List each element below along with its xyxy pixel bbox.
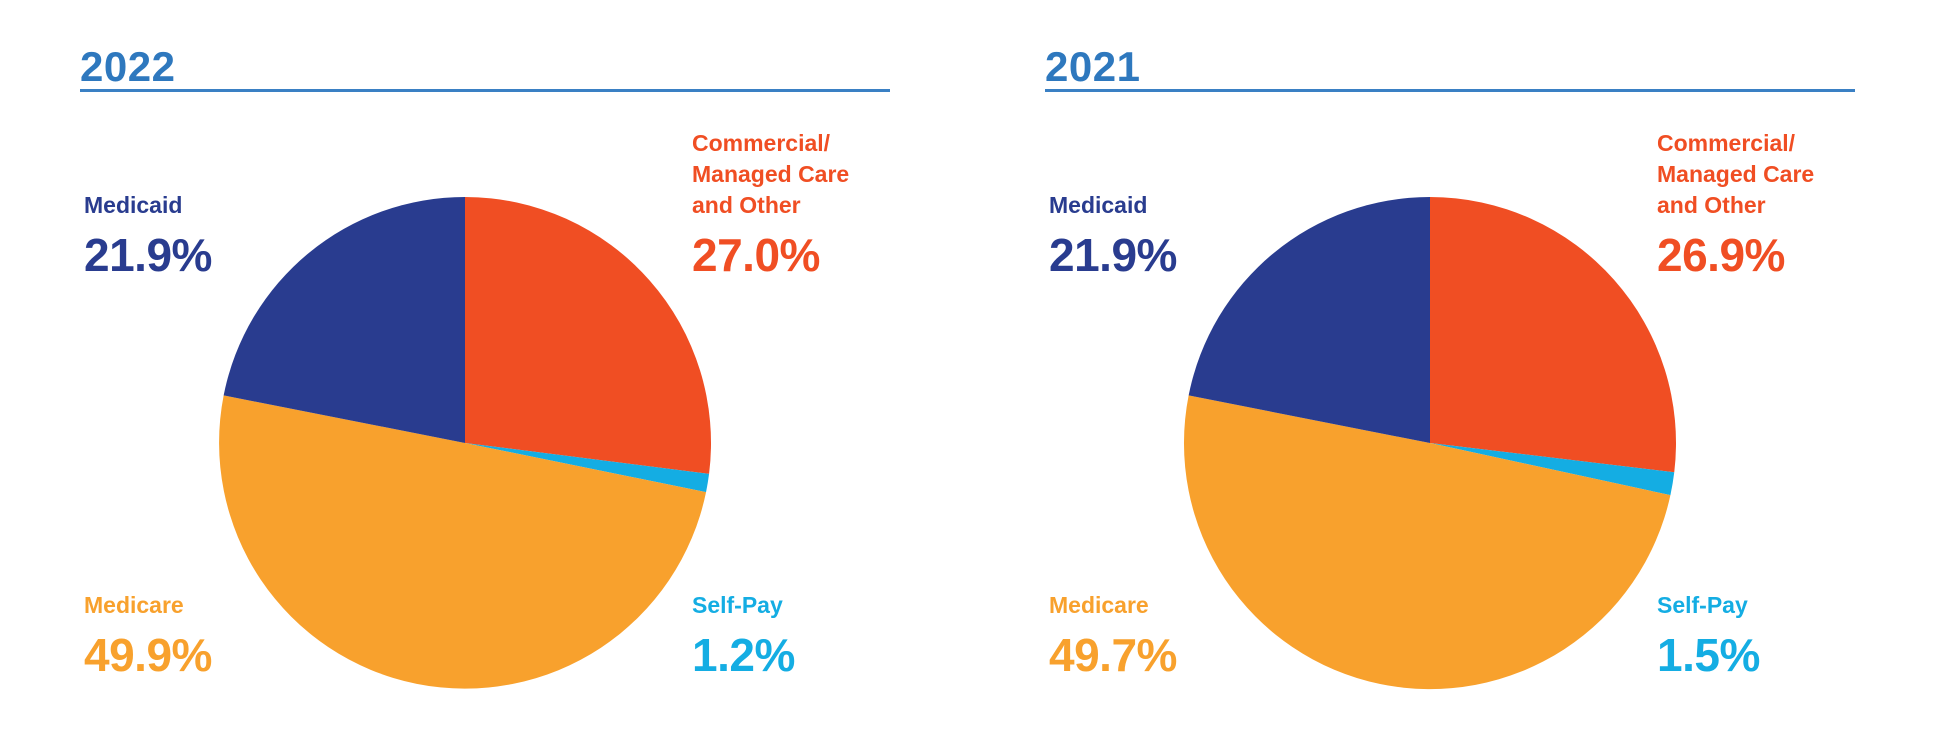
pie-slice-medicaid [223, 197, 465, 443]
title-underline [80, 89, 890, 92]
pie-slice-medicare [219, 395, 707, 689]
slice-label-commercial: Commercial/ Managed Care and Other 26.9% [1657, 128, 1814, 278]
slice-label-medicaid: Medicaid 21.9% [1049, 190, 1177, 278]
slice-percent: 21.9% [84, 229, 212, 281]
slice-label-medicaid: Medicaid 21.9% [84, 190, 212, 278]
slice-percent: 1.2% [692, 629, 795, 681]
pie-slice-self-pay [465, 443, 710, 493]
pie-panel-2021: 2021 Medicaid 21.9% Commercial/ Managed … [1045, 0, 1855, 749]
slice-percent: 49.9% [84, 629, 212, 681]
chart-title-year: 2021 [1045, 42, 1141, 90]
pie-slice-commercial-managed-care-and-other [465, 197, 711, 474]
slice-percent: 49.7% [1049, 629, 1177, 681]
slice-name: Self-Pay [1657, 592, 1748, 618]
slice-name: Medicare [1049, 592, 1149, 618]
slice-name: Commercial/ Managed Care and Other [1657, 130, 1815, 218]
slice-name: Medicare [84, 592, 184, 618]
slice-name: Medicaid [84, 192, 183, 218]
slice-percent: 1.5% [1657, 629, 1760, 681]
pie-slice-medicare [1183, 395, 1671, 690]
pie-panel-2022: 2022 Medicaid 21.9% Commercial/ Managed … [80, 0, 890, 749]
pie-slice-commercial-managed-care-and-other [1430, 197, 1677, 473]
pie-chart-2021 [1183, 197, 1677, 690]
slice-name: Commercial/ Managed Care and Other [692, 130, 850, 218]
slice-percent: 26.9% [1657, 229, 1785, 281]
slice-label-self-pay: Self-Pay 1.5% [1657, 590, 1760, 678]
slice-label-self-pay: Self-Pay 1.2% [692, 590, 795, 678]
slice-label-medicare: Medicare 49.7% [1049, 590, 1177, 678]
slice-label-medicare: Medicare 49.9% [84, 590, 212, 678]
slice-percent: 21.9% [1049, 229, 1177, 281]
pie-slice-medicaid [1188, 197, 1430, 443]
pie-chart-2022 [219, 197, 711, 689]
slice-name: Self-Pay [692, 592, 783, 618]
chart-title-year: 2022 [80, 42, 176, 90]
pie-slice-self-pay [1430, 443, 1675, 496]
slice-name: Medicaid [1049, 192, 1148, 218]
title-underline [1045, 89, 1855, 92]
slice-percent: 27.0% [692, 229, 820, 281]
slice-label-commercial: Commercial/ Managed Care and Other 27.0% [692, 128, 849, 278]
